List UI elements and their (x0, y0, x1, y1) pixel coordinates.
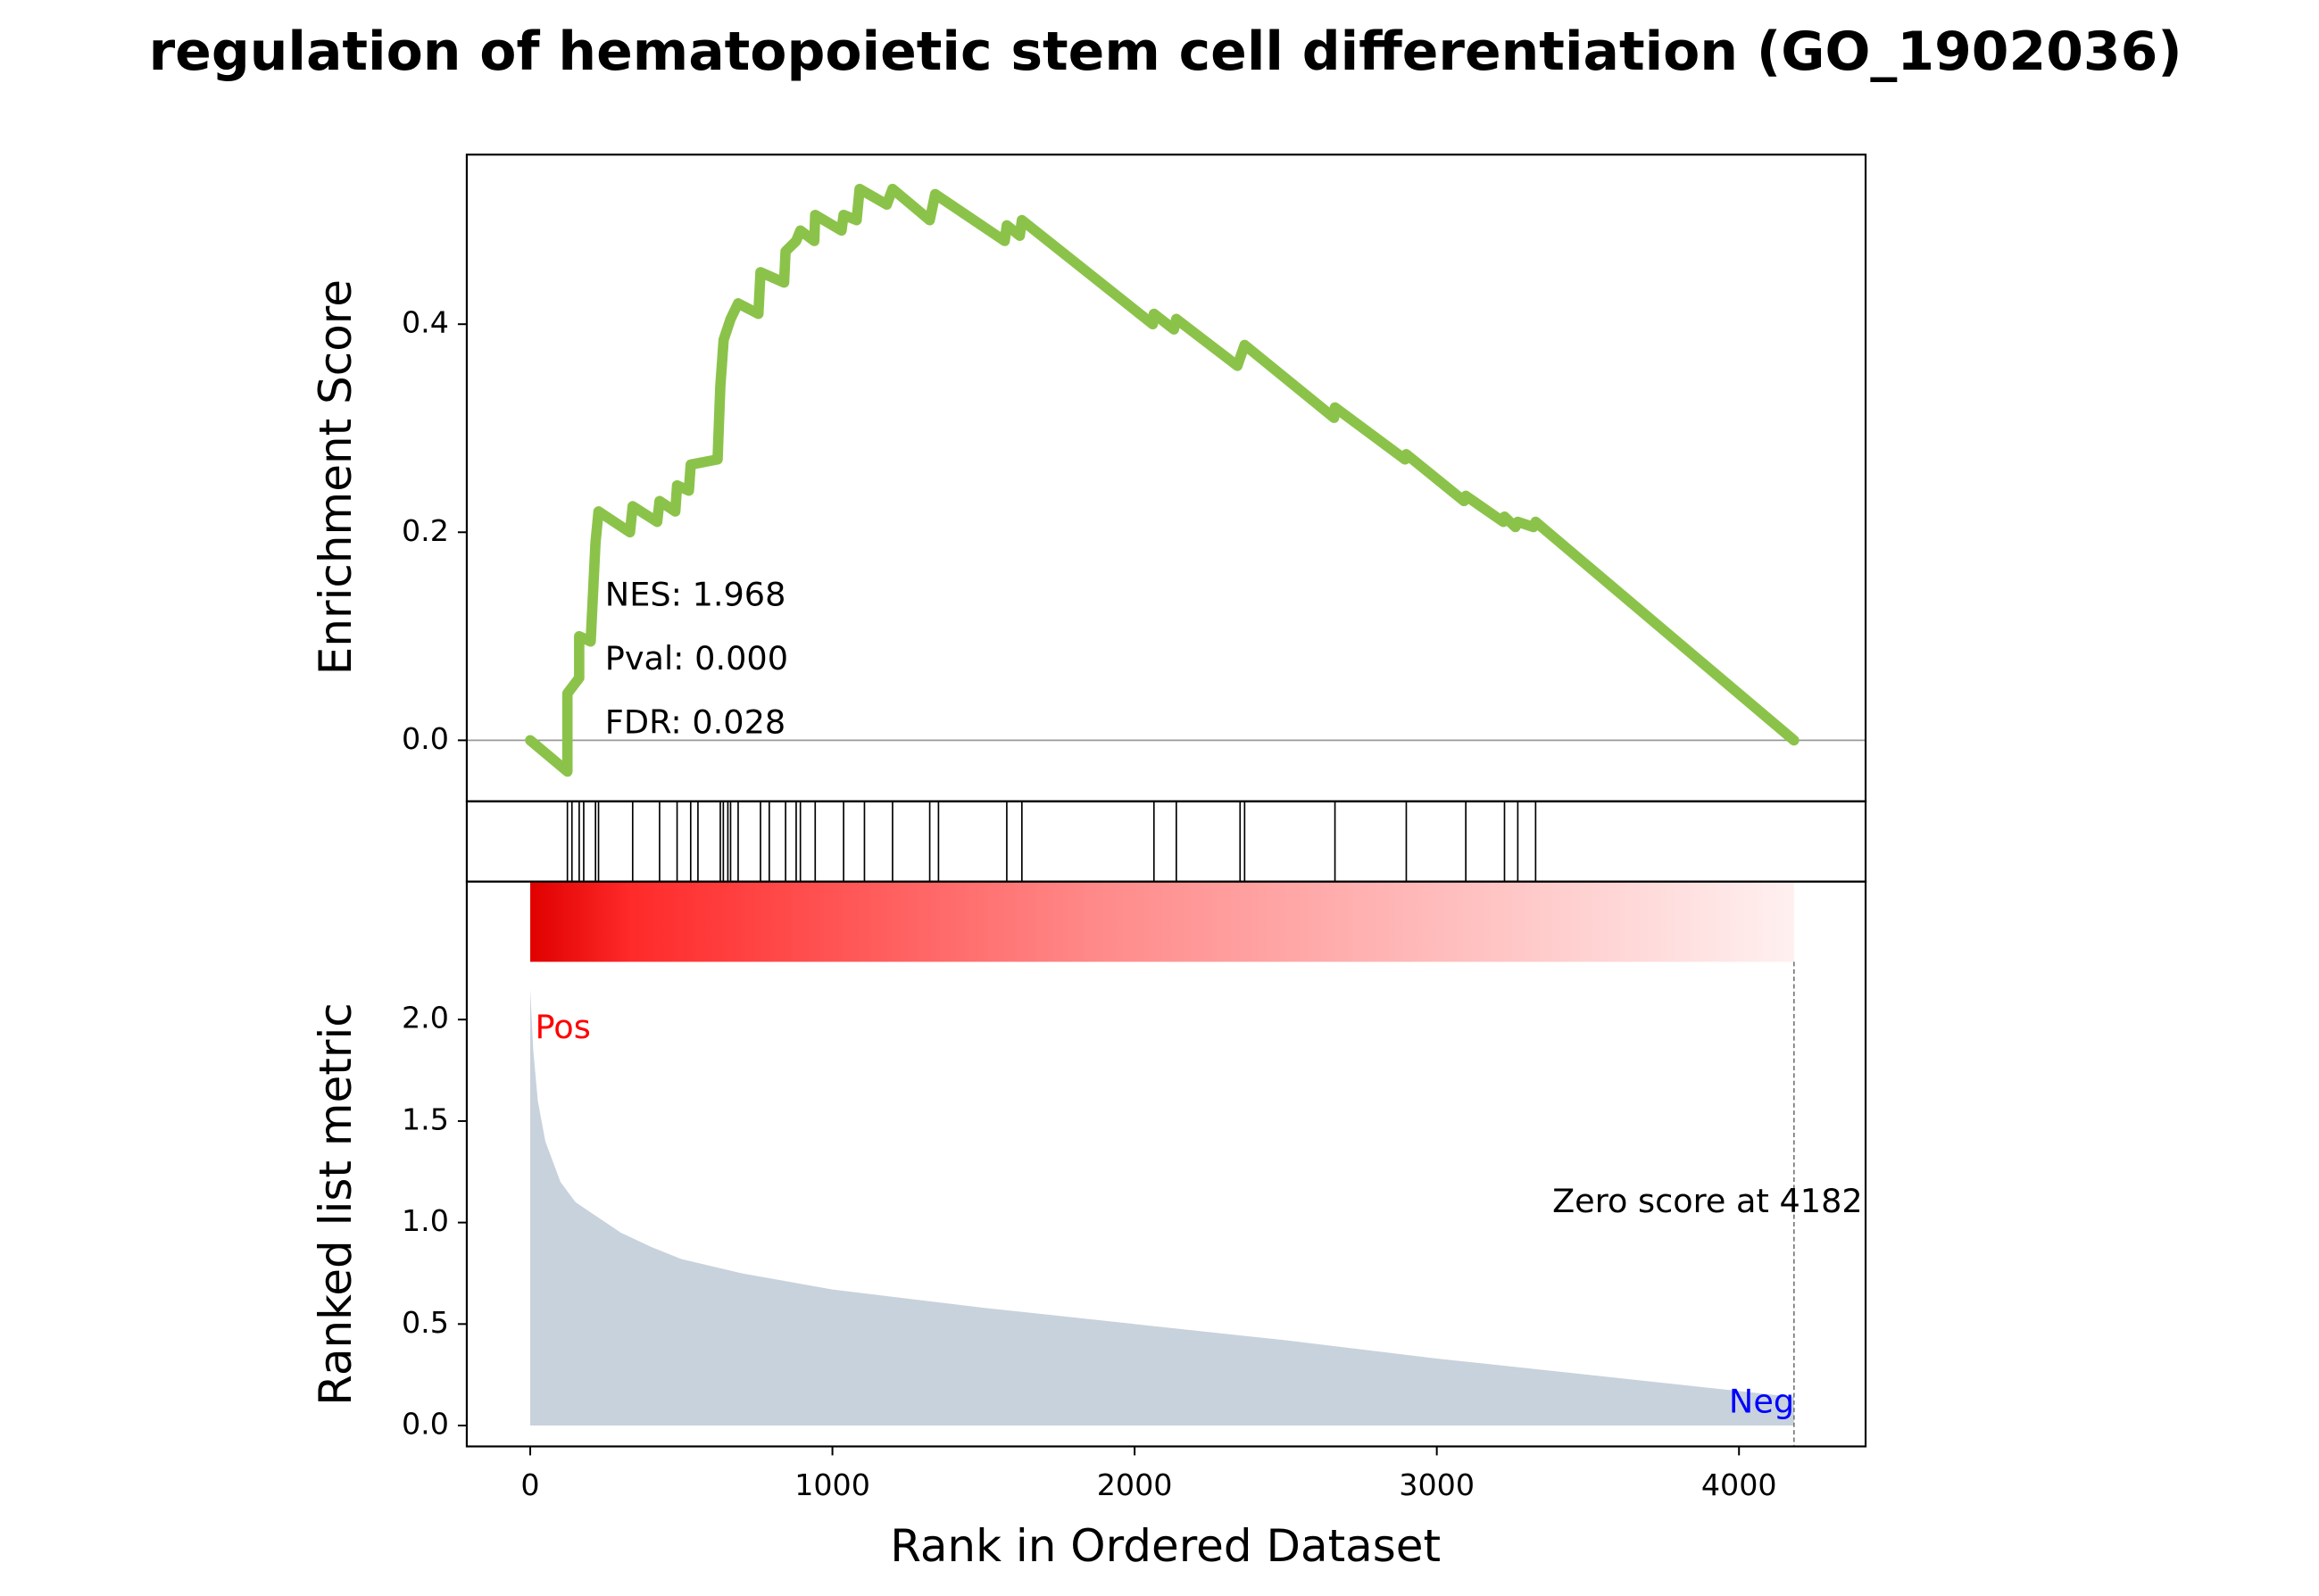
y-tick-label: 0.0 (402, 721, 449, 756)
chart-title: regulation of hematopoietic stem cell di… (149, 21, 2182, 83)
y-axis-label: Ranked list metric (310, 1002, 362, 1405)
axes-frame (465, 880, 1867, 1448)
pval-label: Pval: 0.000 (605, 639, 788, 677)
metric-area (530, 989, 1794, 1426)
es-line (525, 183, 1800, 777)
y-tick-label: 0.5 (402, 1305, 449, 1340)
x-axis-label: Rank in Ordered Dataset (890, 1520, 1441, 1572)
rank-colorbar (530, 881, 1794, 962)
x-tick-label: 0 (520, 1467, 539, 1502)
y-tick-label: 1.0 (402, 1203, 449, 1238)
y-tick-label: 0.2 (402, 513, 449, 548)
y-axis-label: Enrichment Score (310, 279, 362, 675)
pos-label: Pos (536, 1008, 591, 1046)
neg-label: Neg (1729, 1383, 1794, 1421)
y-tick-label: 0.4 (402, 305, 449, 340)
fdr-label: FDR: 0.028 (605, 703, 785, 742)
x-tick-label: 1000 (794, 1467, 870, 1502)
x-tick-label: 3000 (1399, 1467, 1475, 1502)
zero-score-label: Zero score at 4182 (1552, 1182, 1863, 1220)
y-tick-label: 2.0 (402, 1001, 449, 1035)
y-tick-label: 1.5 (402, 1101, 449, 1136)
nes-label: NES: 1.968 (605, 575, 786, 613)
x-tick-label: 2000 (1097, 1467, 1173, 1502)
y-tick-label: 0.0 (402, 1407, 449, 1442)
x-tick-label: 4000 (1701, 1467, 1777, 1502)
